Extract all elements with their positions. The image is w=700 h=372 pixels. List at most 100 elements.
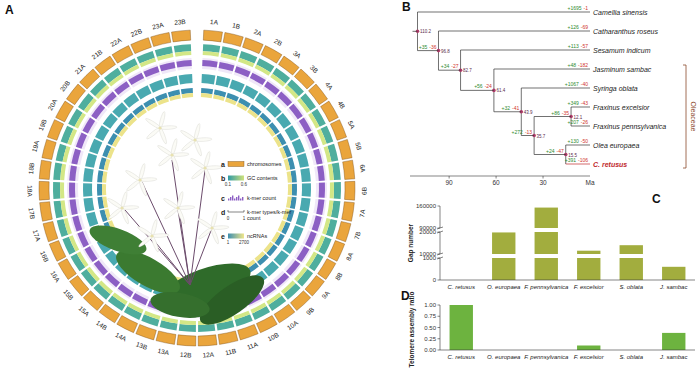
chromosome-label: 15B [62,288,75,301]
chromosome-arc [43,221,58,241]
loss: -36 [429,44,436,50]
kmer-count-track [128,73,144,85]
x-tick-label: F. excelsior [574,284,605,290]
gain: +48 [568,62,577,68]
gc-track [198,324,215,332]
y-axis [440,232,441,254]
kmer-count-track [69,165,77,181]
kmer-count-track [117,281,135,298]
chromosome-label: 14A [114,331,128,343]
kmer-count-track [113,79,131,97]
kmer-count-track [313,199,326,215]
ncrna-track [288,184,292,195]
loss: -13 [525,129,532,135]
petal [180,129,197,142]
chromosome-label: 5A [347,120,357,131]
branch-label: +130-50 [568,138,589,144]
kmer-count-track [249,71,267,88]
kmer-types-track [242,85,258,99]
chromosome-arc [338,139,352,159]
bar [662,267,685,280]
branch-label: +126-69 [568,24,589,30]
kmer-count-track [299,118,312,134]
tree-branch [534,154,566,155]
tree-branch [461,90,494,91]
branch-label: +113-57 [568,43,588,49]
x-tick-label: S. oblata [619,354,643,360]
ncrna-track [286,196,292,208]
chromosome-label: 3B [309,64,320,75]
flower-center [210,226,213,229]
legend-icon [244,210,245,212]
chromosome-label: 21A [73,62,87,76]
tree-branch [494,111,521,112]
gc-track [175,51,191,57]
y-tick [438,232,441,233]
legend-icon [228,176,244,181]
loss: -26 [581,119,588,125]
gain: +113 [568,43,579,49]
chromosome-label: 11A [246,340,259,350]
leaf [193,267,271,334]
gain: +1067 [565,81,579,87]
gain: +207 [568,119,579,125]
y-tick-label: 0.50 [424,325,436,331]
species-label: Fraxinus pennsylvanica [593,123,666,131]
x-tick-label: 90 [446,179,454,186]
ncrna-track [104,159,111,171]
branch-label: +349-43 [568,100,589,106]
kmer-types-track [276,113,291,129]
kmer-types-track [255,93,271,108]
petal [137,225,154,238]
ncrna-track [273,136,282,148]
y-tick [438,338,441,339]
kmer-count-track [74,132,90,150]
ncrna-track [247,109,258,119]
bar [662,333,685,350]
kmer-types-track [103,113,118,129]
kmer-types-track [216,76,231,88]
kmer-count-track [275,90,293,108]
chromosome-label: 11B [224,347,236,356]
ncrna-track [136,109,147,119]
kmer-count-track [94,260,108,275]
tree-branch [521,135,534,136]
flower-center [193,138,196,141]
legend-icon [236,197,237,201]
petal [164,206,180,220]
gc-track [322,218,330,235]
chromosome-label: 3A [292,49,303,60]
y-tick-label: 0 [433,277,437,283]
kmer-types-track [263,261,279,276]
branch-label: +48-182 [568,62,589,68]
legend-scale: 0.6 [241,182,248,187]
branch-label: +24-47 [546,148,564,154]
petal [158,126,168,144]
loss: -27 [451,63,458,69]
kmer-count-track [313,149,323,165]
kmer-count-track [310,148,324,165]
kmer-types-track [201,74,215,84]
node-age: 61.4 [496,88,505,93]
loss: -182 [578,62,588,68]
legend-scale: 1 [243,216,246,221]
chromosome-arc [261,46,282,64]
gain: +32 [502,105,511,111]
gc-track [334,182,341,199]
kmer-count-track [218,60,235,74]
chromosome-label: 20A [46,97,58,111]
kmer-types-track [86,212,98,227]
y-tick-label: 0.00 [424,347,436,353]
kmer-count-track [143,66,159,77]
chromosome-label: 9A [320,289,331,300]
gc-track [179,324,196,332]
kmer-count-track [69,148,83,165]
chromosome-label: 13A [157,347,170,356]
tree-branch [461,50,590,51]
gain: +35 [419,44,428,50]
legend-scale: 2700 [239,240,250,245]
loss: -47 [557,148,564,154]
chromosome-label: 1A [210,18,219,26]
chromosome-arc [330,120,346,141]
ncrna-track [182,93,193,98]
